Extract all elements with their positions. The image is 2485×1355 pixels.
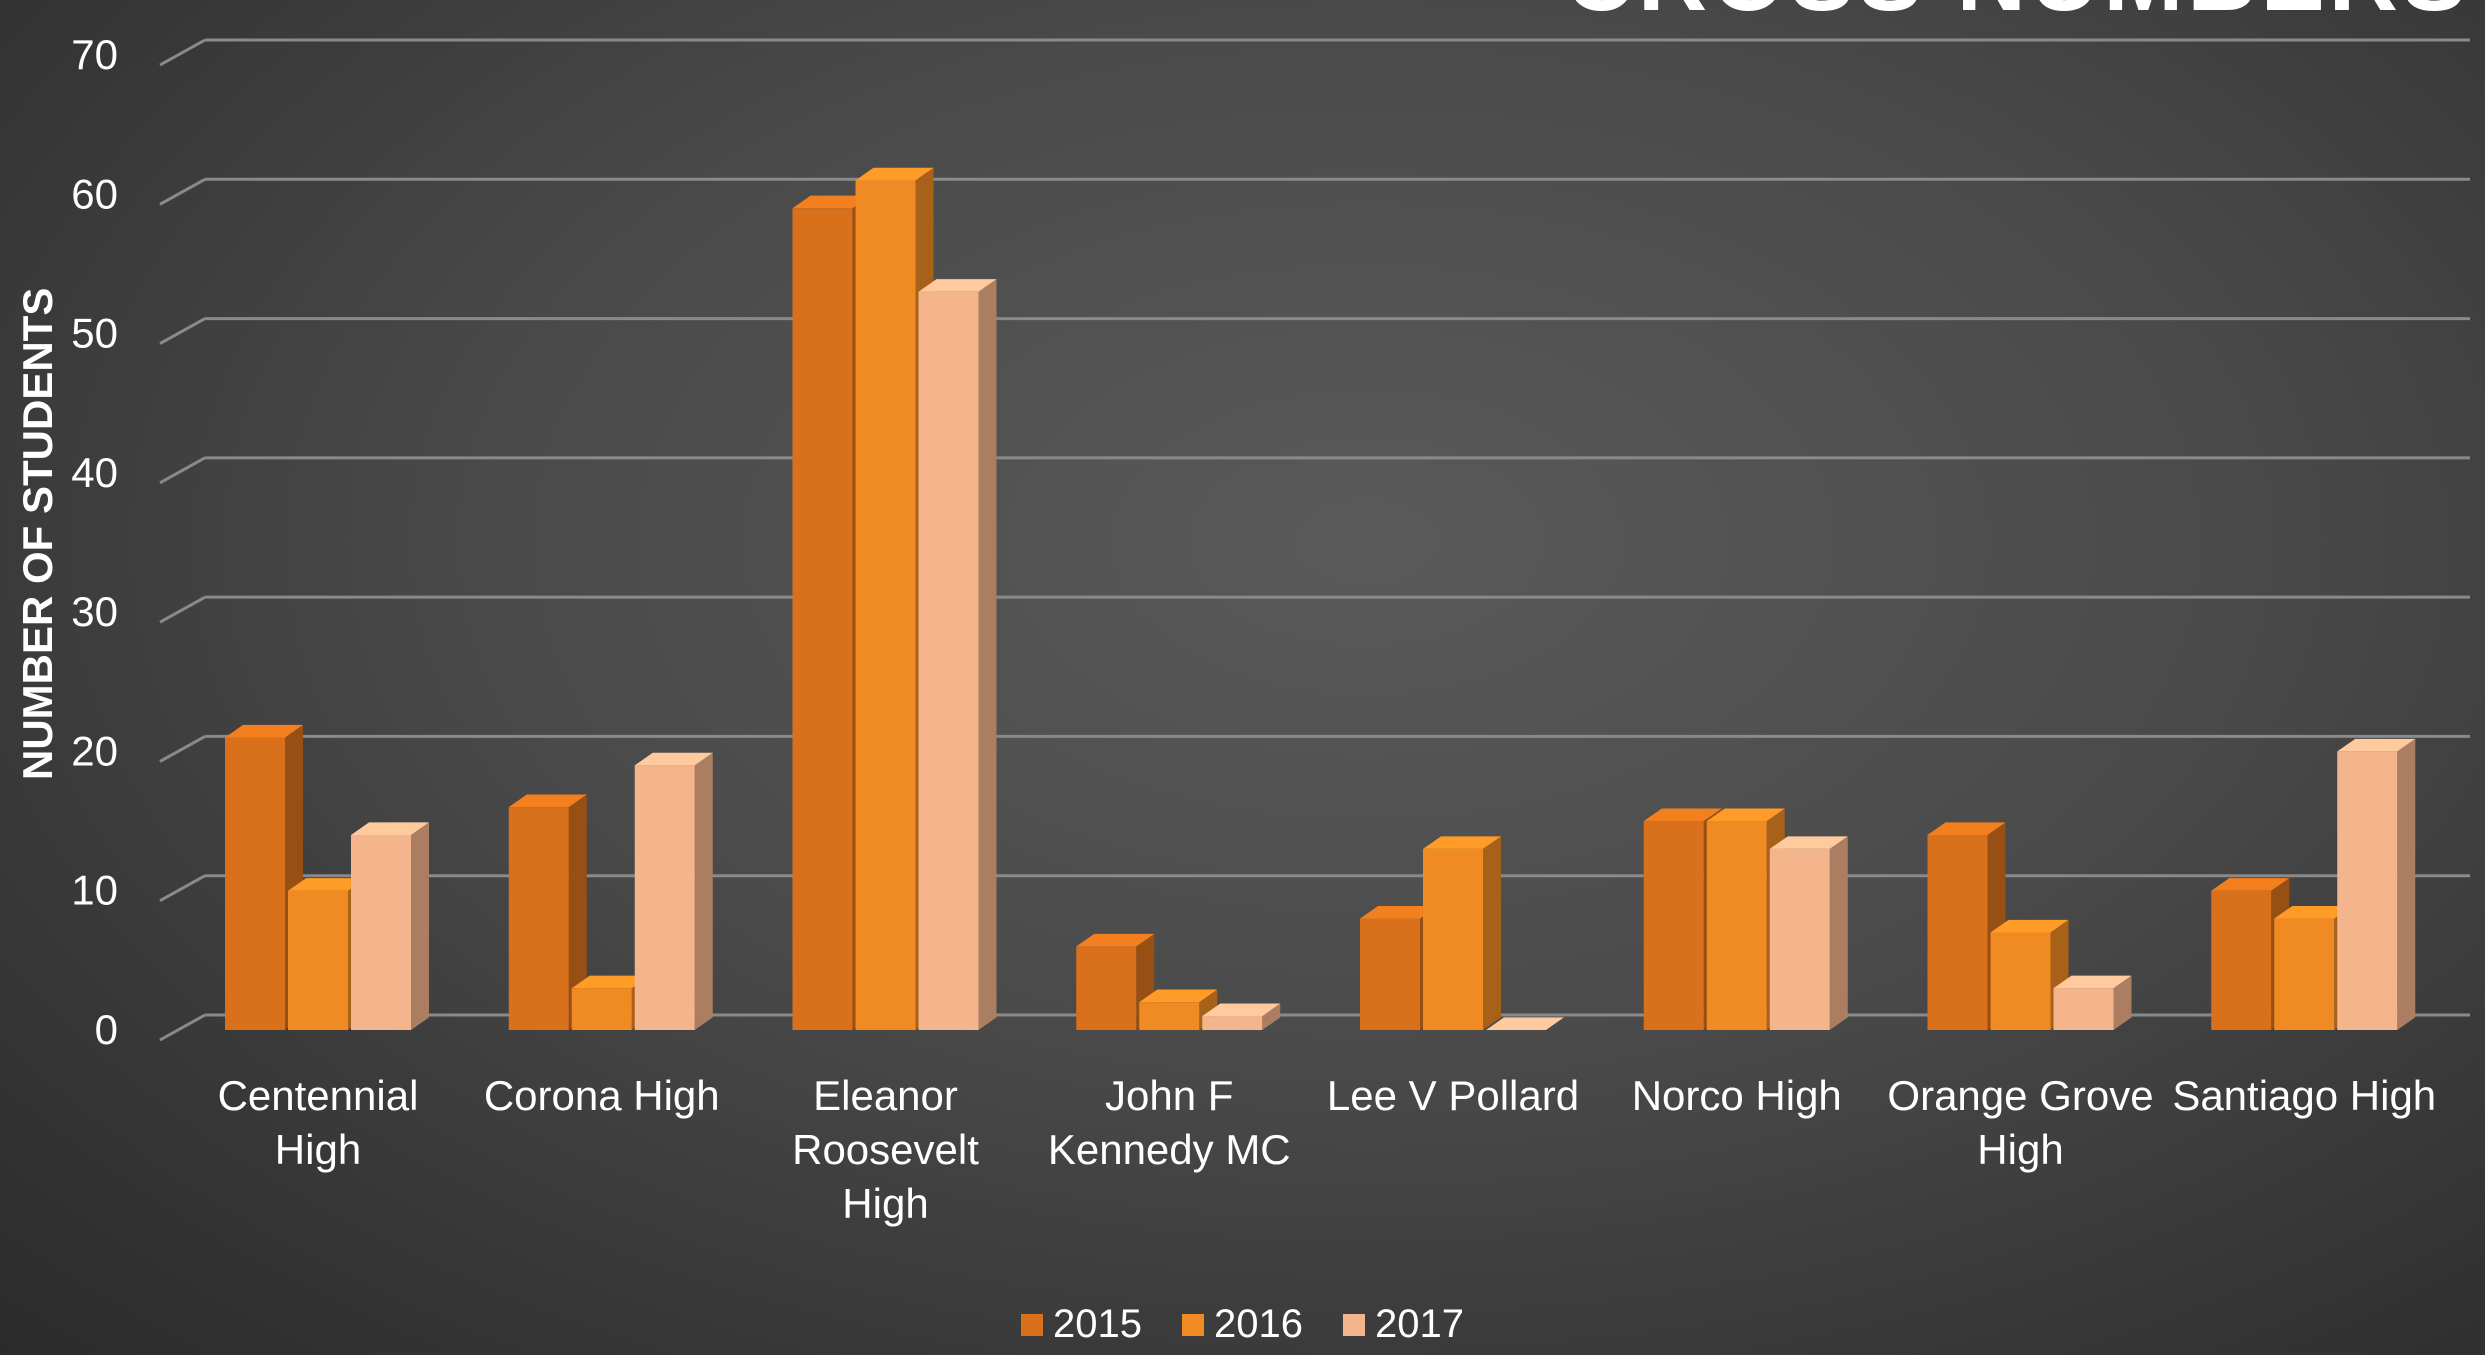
y-tick-label: 0 — [95, 1006, 118, 1053]
bar-2017 — [1202, 1003, 1281, 1030]
x-tick-label: Corona High — [484, 1072, 720, 1119]
x-tick-label: Centennial High — [218, 1072, 419, 1173]
x-tick-label: Norco High — [1632, 1072, 1842, 1119]
gridline — [159, 595, 2470, 624]
y-tick-label: 70 — [71, 31, 118, 78]
bar-2017 — [918, 279, 997, 1031]
legend-item-2016: 2016 — [1182, 1302, 1303, 1347]
gridline — [159, 734, 2470, 763]
legend-swatch — [1021, 1313, 1044, 1336]
bar-2015 — [1076, 933, 1155, 1030]
y-tick-label: 50 — [71, 310, 118, 357]
x-tick-label: Eleanor Roosevelt High — [792, 1072, 979, 1227]
bar-2017 — [2053, 975, 2132, 1030]
y-axis-label: NUMBER OF STUDENTS — [14, 287, 61, 780]
gridline — [159, 317, 2470, 345]
bar-2017 — [1486, 1017, 1564, 1030]
bar-2017 — [351, 822, 429, 1030]
gridline — [159, 38, 2470, 67]
bars — [225, 167, 2416, 1031]
legend-label: 2015 — [1053, 1302, 1142, 1346]
bar-2017 — [1769, 836, 1848, 1030]
gridline — [159, 177, 2470, 206]
legend: 2015 2016 2017 — [0, 1302, 2485, 1347]
y-tick-label: 20 — [71, 727, 118, 774]
y-tick-label: 30 — [71, 588, 118, 635]
legend-swatch — [1182, 1313, 1204, 1336]
chart-title: CROSS NUMBERS — [1290, 0, 2470, 18]
x-tick-label: Santiago High — [2172, 1072, 2436, 1119]
x-tick-labels: Centennial High Corona High Eleanor Roosevel… — [218, 1072, 2437, 1227]
y-tick-labels: 0 10 20 30 40 50 60 70 — [71, 31, 118, 1053]
y-tick-label: 10 — [71, 867, 118, 914]
gridline — [159, 874, 2470, 903]
bar-2015 — [225, 724, 303, 1030]
gridline — [159, 456, 2470, 485]
legend-label: 2017 — [1374, 1302, 1464, 1346]
grid-lines — [159, 38, 2470, 1042]
legend-label: 2016 — [1214, 1302, 1303, 1346]
bar-2016 — [1423, 836, 1501, 1030]
bar-2015 — [508, 794, 587, 1030]
x-tick-label: Orange Grove High — [1887, 1072, 2153, 1173]
y-tick-label: 60 — [71, 170, 118, 217]
y-tick-label: 40 — [71, 449, 118, 496]
legend-swatch — [1342, 1313, 1365, 1336]
bar-2017 — [2337, 738, 2416, 1030]
x-tick-label: Lee V Pollard — [1327, 1072, 1579, 1119]
legend-item-2017: 2017 — [1342, 1302, 1464, 1347]
x-tick-label: John F Kennedy MC — [1048, 1072, 1291, 1173]
bar-2017 — [634, 752, 713, 1030]
legend-item-2015: 2015 — [1021, 1302, 1142, 1347]
bar-chart: 0 10 20 30 40 50 60 70 Centennial High Corona Hig… — [71, 31, 2470, 1227]
